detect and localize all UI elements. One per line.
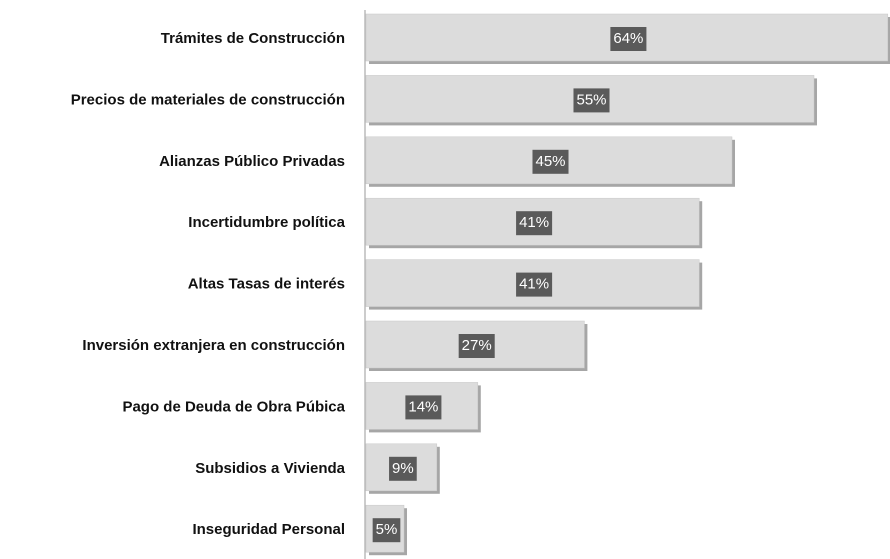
value-label-box bbox=[458, 334, 495, 358]
category-label: Precios de materiales de construcción bbox=[71, 91, 345, 108]
value-label-box bbox=[372, 518, 401, 543]
value-label: 41% bbox=[519, 214, 549, 231]
category-label: Pago de Deuda de Obra Púbica bbox=[122, 398, 345, 415]
value-label-box bbox=[516, 272, 553, 297]
value-label: 9% bbox=[392, 460, 414, 477]
category-label: Incertidumbre política bbox=[188, 214, 345, 231]
value-label: 5% bbox=[376, 521, 398, 538]
category-label: Trámites de Construcción bbox=[161, 30, 345, 47]
category-label: Inversión extranjera en construcción bbox=[82, 337, 345, 354]
value-label: 27% bbox=[462, 337, 492, 354]
value-label: 45% bbox=[535, 153, 565, 170]
value-label: 41% bbox=[519, 276, 549, 293]
value-label-box bbox=[610, 27, 647, 51]
value-label-box bbox=[516, 211, 553, 236]
value-label-box bbox=[532, 149, 569, 174]
category-label: Alianzas Público Privadas bbox=[159, 153, 345, 170]
category-label: Subsidios a Vivienda bbox=[195, 460, 345, 477]
category-label: Inseguridad Personal bbox=[192, 521, 345, 538]
value-label-box bbox=[389, 456, 417, 481]
value-label: 14% bbox=[408, 398, 438, 415]
value-label-box bbox=[573, 88, 610, 113]
category-label: Altas Tasas de interés bbox=[188, 276, 345, 293]
value-label: 64% bbox=[613, 30, 643, 47]
bar bbox=[365, 382, 479, 430]
value-label: 55% bbox=[576, 91, 606, 108]
value-label-box bbox=[405, 395, 442, 420]
